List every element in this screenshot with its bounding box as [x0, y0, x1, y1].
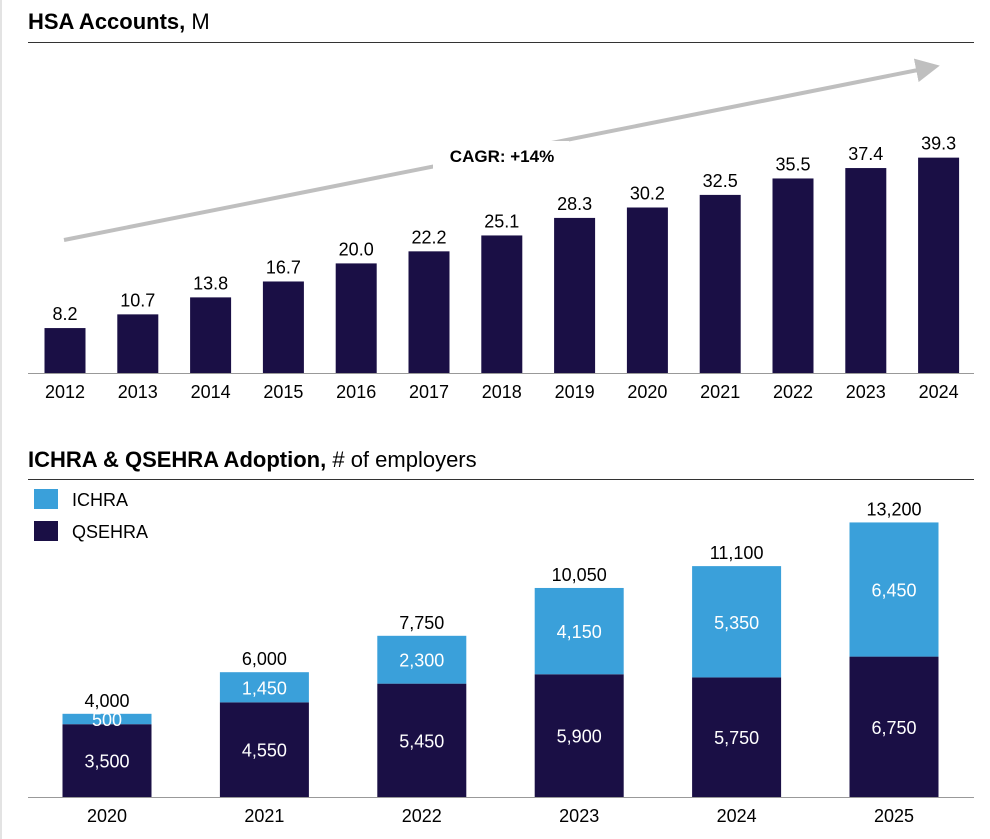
hsa-x-tick: 2012: [45, 382, 85, 402]
hsa-bar-2017: [408, 251, 450, 373]
hsa-bar-2013: [117, 314, 159, 373]
hsa-value-label: 22.2: [411, 227, 446, 247]
qsehra-value-label: 4,550: [242, 741, 287, 761]
legend-swatch-ichra: [34, 489, 58, 509]
total-value-label: 13,200: [866, 499, 921, 519]
ichra-bar-2022: [377, 635, 467, 684]
hsa-value-label: 28.3: [557, 194, 592, 214]
ichra-value-label: 1,450: [242, 678, 287, 698]
hsa-x-tick: 2020: [627, 382, 667, 402]
total-value-label: 4,000: [84, 691, 129, 711]
hsa-bar-2020: [626, 207, 668, 373]
cagr-label: CAGR: +14%: [450, 147, 554, 166]
ichra-value-label: 4,150: [557, 622, 602, 642]
hsa-x-tick: 2013: [118, 382, 158, 402]
ichra-bar-2025: [849, 522, 939, 657]
hsa-x-tick: 2015: [263, 382, 303, 402]
ichra-value-label: 500: [92, 710, 122, 730]
hsa-value-label: 25.1: [484, 211, 519, 231]
qsehra-value-label: 5,750: [714, 728, 759, 748]
hsa-title-bold: HSA Accounts: [28, 9, 180, 34]
hsa-bar-2022: [772, 178, 814, 373]
hsa-bar-2021: [699, 194, 741, 373]
qsehra-value-label: 6,750: [871, 718, 916, 738]
hsa-value-label: 13.8: [193, 273, 228, 293]
hsa-bar-2018: [481, 235, 523, 373]
cagr-label-bg: [433, 141, 569, 169]
qsehra-bar-2023: [534, 674, 624, 797]
adoption-x-tick: 2021: [244, 806, 284, 826]
hsa-x-tick: 2022: [773, 382, 813, 402]
ichra-bar-2020: [62, 713, 152, 725]
ichra-bar-2024: [692, 566, 782, 678]
legend-label-qsehra: QSEHRA: [72, 522, 148, 542]
hsa-bar-2023: [845, 168, 887, 373]
qsehra-value-label: 5,450: [399, 731, 444, 751]
adoption-x-tick: 2025: [874, 806, 914, 826]
hsa-chart: CAGR: +14% 8.2 2012 10.7 2013 13.8 2014 16.7 201…: [28, 58, 974, 402]
ichra-bar-2023: [534, 587, 624, 675]
hsa-x-tick: 2017: [409, 382, 449, 402]
adoption-title-bold: ICHRA & QSEHRA Adoption: [28, 447, 321, 472]
adoption-x-tick: 2023: [559, 806, 599, 826]
adoption-x-tick: 2022: [402, 806, 442, 826]
adoption-x-tick: 2020: [87, 806, 127, 826]
qsehra-value-label: 5,900: [557, 727, 602, 747]
hsa-value-label: 39.3: [921, 134, 956, 154]
hsa-value-label: 35.5: [775, 154, 810, 174]
hsa-bar-2015: [262, 281, 304, 373]
ichra-value-label: 5,350: [714, 613, 759, 633]
qsehra-bar-2022: [377, 683, 467, 797]
hsa-value-label: 32.5: [703, 171, 738, 191]
hsa-x-tick: 2014: [191, 382, 231, 402]
hsa-value-label: 20.0: [339, 239, 374, 259]
ichra-value-label: 6,450: [871, 581, 916, 601]
hsa-bar-2024: [918, 157, 960, 373]
adoption-title-rule: [28, 479, 974, 480]
ichra-bar-2021: [219, 672, 309, 703]
adoption-chart-title: ICHRA & QSEHRA Adoption, # of employers: [28, 447, 477, 472]
ichra-value-label: 2,300: [399, 651, 444, 671]
hsa-x-tick: 2024: [919, 382, 959, 402]
hsa-bar-2016: [335, 263, 377, 373]
total-value-label: 10,050: [552, 565, 607, 585]
hsa-title-unit: M: [191, 9, 210, 34]
hsa-chart-title: HSA Accounts, M: [28, 9, 210, 34]
qsehra-bar-2021: [219, 702, 309, 797]
hsa-bar-2019: [554, 217, 596, 373]
hsa-x-tick: 2019: [555, 382, 595, 402]
total-value-label: 7,750: [399, 613, 444, 633]
hsa-title-rule: [28, 42, 974, 43]
hsa-x-tick: 2021: [700, 382, 740, 402]
total-value-label: 6,000: [242, 649, 287, 669]
adoption-title-unit: # of employers: [332, 447, 477, 472]
legend-swatch-qsehra: [34, 521, 58, 541]
qsehra-bar-2024: [692, 677, 782, 797]
hsa-value-label: 30.2: [630, 184, 665, 204]
qsehra-value-label: 3,500: [84, 752, 129, 772]
hsa-x-tick: 2023: [846, 382, 886, 402]
left-border: [0, 0, 2, 839]
qsehra-bar-2020: [62, 724, 152, 797]
hsa-bar-2012: [44, 328, 86, 373]
hsa-value-label: 8.2: [52, 304, 77, 324]
hsa-value-label: 16.7: [266, 257, 301, 277]
qsehra-bar-2025: [849, 656, 939, 797]
total-value-label: 11,100: [710, 543, 764, 563]
hsa-value-label: 37.4: [848, 144, 883, 164]
hsa-x-tick: 2016: [336, 382, 376, 402]
hsa-bar-2014: [190, 297, 232, 373]
hsa-value-label: 10.7: [120, 290, 155, 310]
legend-label-ichra: ICHRA: [72, 490, 128, 510]
hsa-x-tick: 2018: [482, 382, 522, 402]
adoption-x-tick: 2024: [717, 806, 757, 826]
